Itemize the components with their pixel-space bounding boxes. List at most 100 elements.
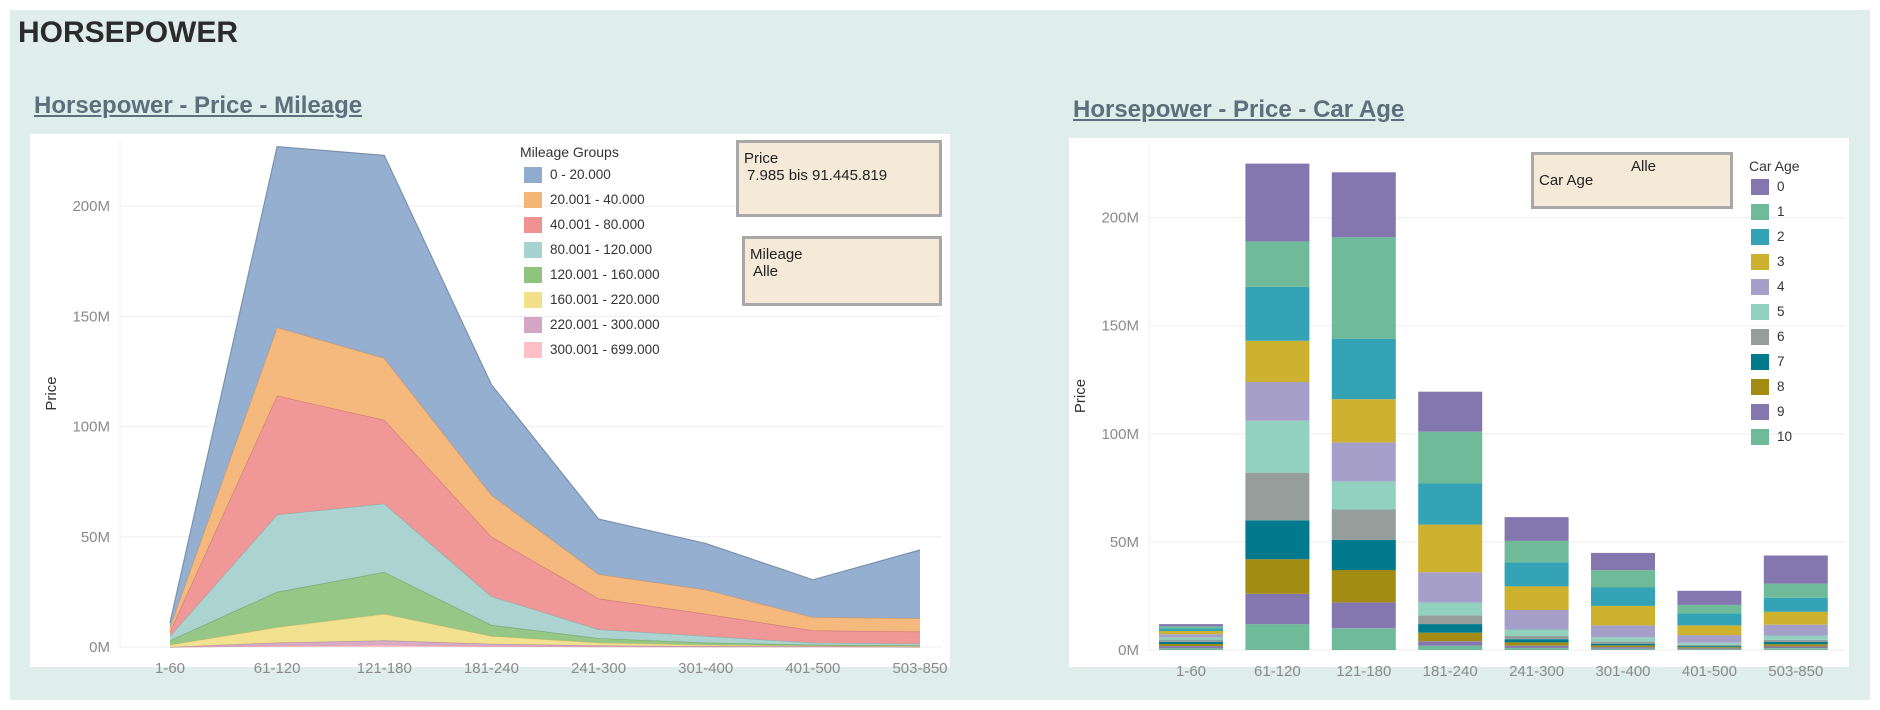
bar-segment-age-0[interactable]: [1418, 391, 1483, 432]
area-series-0-20-000[interactable]: [170, 146, 920, 628]
bar-segment-age-4[interactable]: [1591, 625, 1655, 638]
car-age-legend-item[interactable]: 0: [1751, 174, 1792, 199]
bar-segment-age-4[interactable]: [1418, 572, 1483, 603]
bar-segment-age-1[interactable]: [1245, 241, 1310, 287]
bar-chart[interactable]: 0M 50M 100M 150M 200M 1-60 61-120 121-180 181-24…: [1069, 138, 1849, 680]
area-series-220-001-300-000[interactable]: [170, 640, 920, 647]
bar-segment-age-8[interactable]: [1591, 645, 1655, 648]
bar-segment-age-8[interactable]: [1763, 644, 1828, 647]
price-filter[interactable]: Price 7.985 bis 91.445.819: [736, 140, 942, 217]
bar-segment-age-9[interactable]: [1418, 641, 1483, 646]
car-age-legend-item[interactable]: 9: [1751, 399, 1792, 424]
bar-segment-age-5[interactable]: [1504, 629, 1569, 637]
bar-segment-age-5[interactable]: [1331, 481, 1396, 510]
area-series-160-001-220-000[interactable]: [170, 613, 920, 647]
bar-segment-age-8[interactable]: [1245, 559, 1310, 594]
bar-segment-age-10[interactable]: [1331, 628, 1396, 650]
bar-segment-age-1[interactable]: [1591, 570, 1655, 588]
bar-segment-age-6[interactable]: [1763, 639, 1828, 642]
car-age-legend-item[interactable]: 1: [1751, 199, 1792, 224]
area-series-20-001-40-000[interactable]: [170, 327, 920, 632]
bar-segment-age-3[interactable]: [1418, 524, 1483, 573]
bar-segment-age-7[interactable]: [1159, 641, 1223, 644]
mileage-legend-item[interactable]: 300.001 - 699.000: [524, 337, 660, 362]
bar-segment-age-1[interactable]: [1763, 583, 1828, 598]
bar-segment-age-6[interactable]: [1331, 509, 1396, 540]
bar-segment-age-7[interactable]: [1331, 539, 1396, 571]
bar-segment-age-5[interactable]: [1677, 642, 1742, 645]
bar-segment-age-2[interactable]: [1591, 587, 1655, 606]
bar-segment-age-10[interactable]: [1677, 649, 1742, 650]
area-chart[interactable]: 0M 50M 100M 150M 200M 1-60 61-120 121-180 181-24…: [30, 134, 950, 677]
mileage-filter[interactable]: Mileage Alle: [742, 236, 942, 306]
bar-segment-age-2[interactable]: [1677, 613, 1742, 626]
bar-segment-age-8[interactable]: [1504, 642, 1569, 646]
bar-segment-age-7[interactable]: [1763, 642, 1828, 645]
bar-segment-age-1[interactable]: [1504, 540, 1569, 563]
bar-segment-age-8[interactable]: [1418, 632, 1483, 642]
mileage-legend-item[interactable]: 20.001 - 40.000: [524, 187, 660, 212]
bar-segment-age-10[interactable]: [1245, 624, 1310, 650]
bar-segment-age-4[interactable]: [1159, 634, 1223, 638]
bar-segment-age-0[interactable]: [1331, 172, 1396, 238]
bar-segment-age-10[interactable]: [1504, 647, 1569, 650]
bar-segment-age-6[interactable]: [1504, 635, 1569, 640]
area-series-80-001-120-000[interactable]: [170, 503, 920, 646]
bar-segment-age-4[interactable]: [1504, 610, 1569, 630]
bar-segment-age-10[interactable]: [1418, 645, 1483, 650]
bar-segment-age-8[interactable]: [1159, 643, 1223, 647]
bar-segment-age-2[interactable]: [1504, 562, 1569, 587]
bar-segment-age-5[interactable]: [1763, 635, 1828, 640]
bar-segment-age-4[interactable]: [1245, 381, 1310, 421]
bar-segment-age-0[interactable]: [1677, 590, 1742, 605]
bar-segment-age-4[interactable]: [1677, 635, 1742, 643]
bar-segment-age-0[interactable]: [1763, 555, 1828, 584]
bar-segment-age-2[interactable]: [1763, 597, 1828, 612]
bar-segment-age-1[interactable]: [1331, 237, 1396, 339]
mileage-legend-item[interactable]: 160.001 - 220.000: [524, 287, 660, 312]
bar-segment-age-7[interactable]: [1418, 624, 1483, 633]
bar-segment-age-7[interactable]: [1245, 520, 1310, 560]
area-series-120-001-160-000[interactable]: [170, 572, 920, 647]
bar-segment-age-3[interactable]: [1245, 340, 1310, 382]
car-age-legend-item[interactable]: 4: [1751, 274, 1792, 299]
bar-segment-age-6[interactable]: [1677, 644, 1742, 647]
bar-segment-age-1[interactable]: [1418, 431, 1483, 484]
bar-segment-age-0[interactable]: [1591, 552, 1655, 571]
bar-segment-age-1[interactable]: [1159, 626, 1223, 629]
bar-segment-age-4[interactable]: [1331, 442, 1396, 482]
bar-segment-age-10[interactable]: [1763, 648, 1828, 650]
car-age-legend-item[interactable]: 5: [1751, 299, 1792, 324]
bar-segment-age-9[interactable]: [1245, 593, 1310, 625]
bar-segment-age-0[interactable]: [1159, 624, 1223, 627]
car-age-legend-item[interactable]: 2: [1751, 224, 1792, 249]
car-age-filter[interactable]: Car Age Alle: [1531, 152, 1733, 209]
bar-segment-age-9[interactable]: [1677, 648, 1742, 650]
mileage-legend-item[interactable]: 0 - 20.000: [524, 162, 660, 187]
bar-segment-age-8[interactable]: [1677, 647, 1742, 649]
car-age-legend-item[interactable]: 7: [1751, 349, 1792, 374]
bar-segment-age-7[interactable]: [1677, 646, 1742, 648]
bar-segment-age-3[interactable]: [1331, 399, 1396, 443]
bar-segment-age-3[interactable]: [1591, 605, 1655, 626]
bar-segment-age-9[interactable]: [1159, 646, 1223, 649]
bar-segment-age-5[interactable]: [1245, 420, 1310, 473]
car-age-legend-item[interactable]: 8: [1751, 374, 1792, 399]
area-series-40-001-80-000[interactable]: [170, 395, 920, 644]
bar-segment-age-9[interactable]: [1331, 602, 1396, 629]
bar-segment-age-6[interactable]: [1591, 641, 1655, 644]
bar-segment-age-7[interactable]: [1591, 643, 1655, 646]
car-age-legend-item[interactable]: 10: [1751, 424, 1792, 449]
bar-segment-age-2[interactable]: [1418, 483, 1483, 525]
bar-segment-age-9[interactable]: [1591, 647, 1655, 649]
mileage-legend-item[interactable]: 120.001 - 160.000: [524, 262, 660, 287]
bar-segment-age-0[interactable]: [1504, 517, 1569, 541]
bar-segment-age-7[interactable]: [1504, 639, 1569, 643]
bar-segment-age-6[interactable]: [1418, 615, 1483, 624]
car-age-legend-item[interactable]: 6: [1751, 324, 1792, 349]
bar-segment-age-5[interactable]: [1159, 637, 1223, 640]
car-age-legend-item[interactable]: 3: [1751, 249, 1792, 274]
bar-segment-age-5[interactable]: [1591, 637, 1655, 642]
right-chart-title[interactable]: Horsepower - Price - Car Age: [1073, 96, 1405, 123]
bar-segment-age-10[interactable]: [1159, 648, 1223, 650]
